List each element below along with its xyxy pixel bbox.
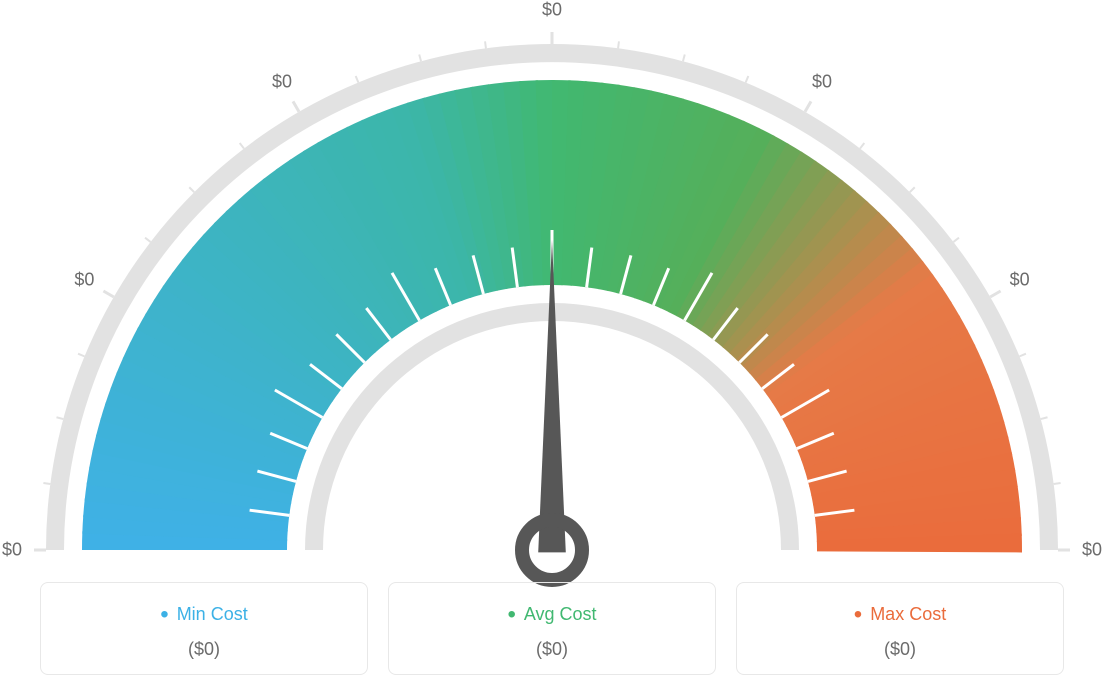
legend-min-value: ($0) — [53, 639, 355, 660]
scale-tick-label: $0 — [812, 72, 832, 93]
legend-card-avg: Avg Cost ($0) — [388, 582, 716, 675]
scale-tick-label: $0 — [272, 72, 292, 93]
scale-tick-label: $0 — [1082, 540, 1102, 561]
legend-max-label: Max Cost — [749, 601, 1051, 629]
scale-tick-label: $0 — [1010, 270, 1030, 291]
scale-tick-label: $0 — [2, 540, 22, 561]
legend-row: Min Cost ($0) Avg Cost ($0) Max Cost ($0… — [40, 582, 1064, 675]
gauge-chart: $0 $0 $0 $0 $0 $0 $0 — [0, 0, 1104, 570]
legend-card-min: Min Cost ($0) — [40, 582, 368, 675]
gauge-svg — [0, 20, 1104, 590]
legend-avg-label: Avg Cost — [401, 601, 703, 629]
scale-tick-label: $0 — [542, 0, 562, 21]
legend-avg-value: ($0) — [401, 639, 703, 660]
legend-card-max: Max Cost ($0) — [736, 582, 1064, 675]
scale-tick-label: $0 — [74, 270, 94, 291]
legend-min-label: Min Cost — [53, 601, 355, 629]
legend-max-value: ($0) — [749, 639, 1051, 660]
